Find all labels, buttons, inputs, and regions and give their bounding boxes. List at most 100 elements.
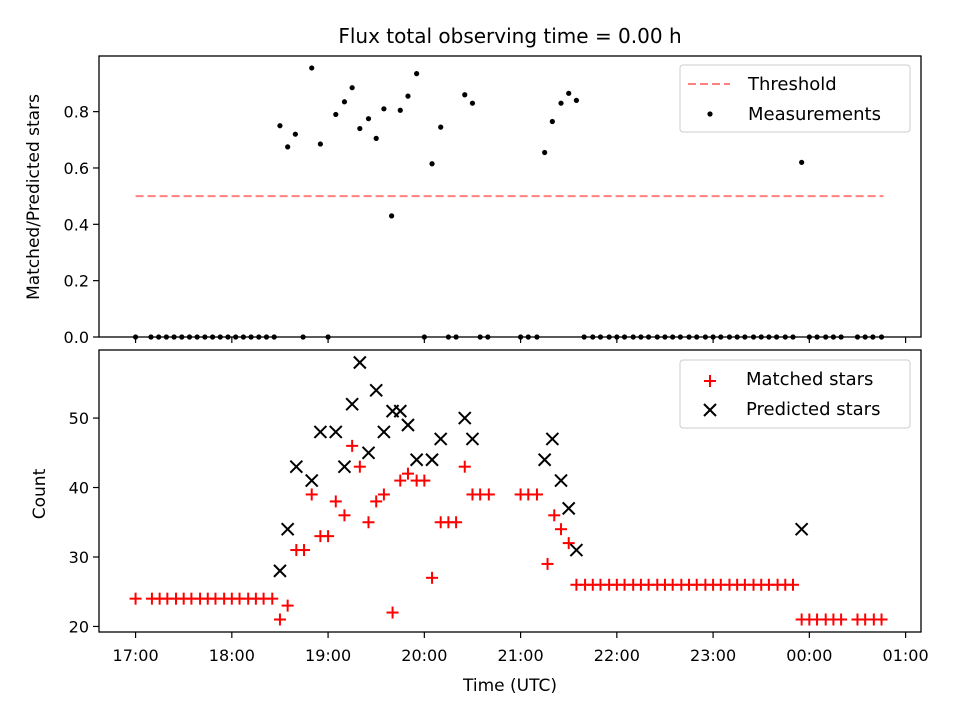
legend-threshold-label: Threshold <box>747 74 837 95</box>
bottom-y-tick-label: 40 <box>69 479 89 498</box>
measurement-point <box>469 100 476 106</box>
top-axes-frame <box>98 55 922 338</box>
matched-star-point <box>338 509 351 522</box>
predicted-star-point <box>280 522 295 536</box>
matched-star-point <box>418 474 431 487</box>
measurement-point <box>285 144 291 150</box>
x-tick-label: 17:00 <box>113 646 159 665</box>
bottom-panel: Count Time (UTC) 20 30 40 50 17:00 18:00 19:0… <box>30 349 929 696</box>
predicted-star-point <box>465 432 480 446</box>
matched-star-point <box>305 488 318 501</box>
x-axis-label: Time (UTC) <box>462 676 557 696</box>
measurement-point <box>573 97 580 103</box>
predicted-star-point <box>329 425 343 439</box>
measurement-point <box>414 71 420 77</box>
matched-star-point <box>835 613 848 626</box>
matched-star-point <box>555 523 568 536</box>
matched-star-points <box>129 439 888 626</box>
measurement-point <box>292 131 298 137</box>
measurement-point <box>542 149 548 156</box>
predicted-star-point <box>537 453 552 467</box>
matched-star-point <box>426 571 439 584</box>
predicted-star-point <box>313 425 328 439</box>
matched-star-point <box>353 460 366 473</box>
matched-star-point <box>394 474 407 487</box>
legend-measurements-label: Measurements <box>748 104 881 125</box>
predicted-star-point <box>361 446 376 460</box>
predicted-star-point <box>554 473 568 488</box>
measurement-point <box>373 135 379 141</box>
measurement-point <box>357 125 363 132</box>
matched-star-point <box>266 592 279 605</box>
predicted-star-point <box>401 418 415 432</box>
measurement-point <box>381 106 387 112</box>
bottom-y-tick-label: 20 <box>69 617 89 636</box>
measurement-point <box>349 85 355 91</box>
top-legend: Threshold Measurements <box>679 64 911 133</box>
predicted-star-point <box>562 501 576 516</box>
measurement-point <box>566 90 572 96</box>
measurement-point <box>549 118 555 125</box>
measurement-point <box>558 100 564 106</box>
legend-matched-label: Matched stars <box>746 369 873 390</box>
matched-star-point <box>273 613 286 626</box>
legend-matched-symbol <box>704 375 716 387</box>
top-y-tick-label: 0.0 <box>64 328 89 347</box>
x-tick-label: 20:00 <box>401 646 447 665</box>
bottom-y-ticks: 20 30 40 50 <box>69 409 99 636</box>
matched-star-point <box>329 495 342 508</box>
chart-title: Flux total observing time = 0.00 h <box>338 24 681 48</box>
predicted-star-point <box>458 411 472 425</box>
top-y-tick-label: 0.8 <box>64 103 89 122</box>
measurement-point <box>341 99 348 105</box>
x-tick-label: 21:00 <box>498 646 544 665</box>
matched-star-point <box>482 488 495 501</box>
measurement-point <box>277 123 283 129</box>
bottom-y-tick-label: 50 <box>69 409 89 428</box>
predicted-star-point <box>353 355 367 370</box>
measurement-point <box>397 107 403 113</box>
predicted-star-point <box>409 453 424 467</box>
measurement-point <box>438 124 444 130</box>
predicted-star-point <box>794 522 809 536</box>
matched-star-point <box>370 495 383 508</box>
legend-measurements-symbol <box>707 111 713 117</box>
predicted-star-point <box>273 564 287 578</box>
matched-star-point <box>377 488 390 501</box>
predicted-star-point <box>377 425 391 439</box>
predicted-star-point <box>425 453 439 467</box>
x-tick-label: 00:00 <box>786 646 832 665</box>
measurement-point <box>405 93 411 99</box>
matched-star-point <box>450 516 463 529</box>
top-y-axis-label: Matched/Predicted stars <box>24 94 44 300</box>
matched-star-point <box>875 613 888 626</box>
x-tick-label: 18:00 <box>209 646 255 665</box>
matched-star-point <box>541 557 554 570</box>
matched-star-point <box>362 516 375 529</box>
predicted-star-point <box>433 432 448 446</box>
bottom-x-ticks: 17:00 18:00 19:00 20:00 21:00 22:00 23:00 00:00… <box>113 632 929 665</box>
measurement-point <box>389 213 395 219</box>
predicted-star-point <box>337 459 352 474</box>
matched-star-point <box>281 599 294 612</box>
bottom-y-axis-label: Count <box>30 468 50 519</box>
measurement-point <box>309 65 315 71</box>
predicted-star-points <box>273 355 809 578</box>
matched-star-point <box>298 544 311 557</box>
x-tick-label: 22:00 <box>594 646 640 665</box>
bottom-legend: Matched stars Predicted stars <box>679 359 911 429</box>
predicted-star-point <box>345 397 359 411</box>
predicted-star-point <box>369 383 383 397</box>
predicted-star-point <box>305 473 319 488</box>
measurement-point <box>462 92 468 98</box>
matched-star-point <box>401 467 414 480</box>
matched-star-point <box>530 488 543 501</box>
predicted-star-point <box>569 543 584 557</box>
x-tick-label: 23:00 <box>690 646 736 665</box>
top-y-tick-label: 0.6 <box>64 159 89 178</box>
measurement-point <box>333 111 339 118</box>
predicted-star-point <box>289 459 304 474</box>
matched-star-point <box>786 578 799 591</box>
measurement-point <box>799 159 805 165</box>
matched-star-point <box>129 592 142 605</box>
